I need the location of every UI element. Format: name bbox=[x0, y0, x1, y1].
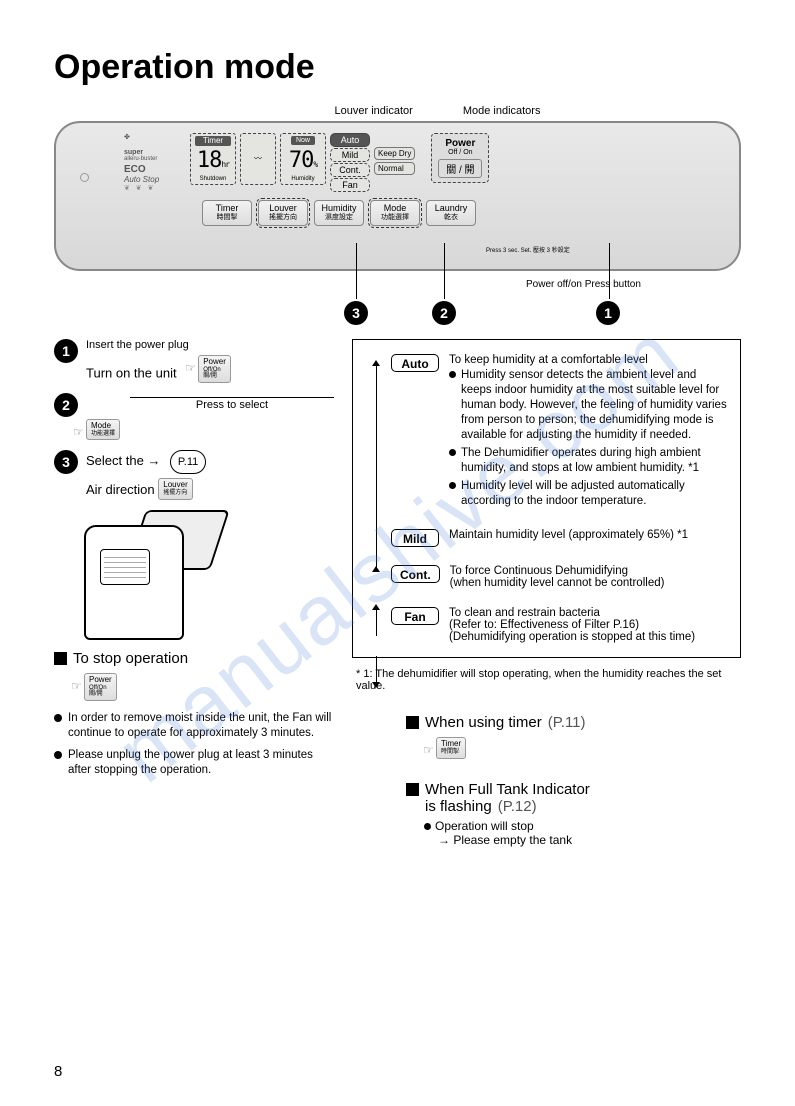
step-3-head2: Air direction bbox=[86, 482, 155, 497]
step-2: 2 Press to select ☞Mode功能選擇 bbox=[54, 393, 334, 440]
mode-cont-row: Cont. To force Continuous Dehumidifying … bbox=[391, 565, 728, 589]
finger-icon: ☞ bbox=[185, 362, 196, 375]
step-1-number: 1 bbox=[54, 339, 78, 363]
step-3: 3 Select the P.11 Air direction Louver搖擺… bbox=[54, 450, 334, 499]
finger-icon: ☞ bbox=[423, 744, 434, 757]
power-button[interactable]: Power Off / On 關 / 開 bbox=[431, 133, 489, 183]
laundry-note: Press 3 sec. Set. 壓按 3 秒設定 bbox=[486, 245, 570, 254]
mode-cont-head: To force Continuous Dehumidifying bbox=[450, 565, 728, 577]
callout-number-2: 2 bbox=[432, 301, 456, 325]
step-2-press-label: Press to select bbox=[130, 397, 334, 411]
mode-cont-chip: Cont. bbox=[391, 565, 440, 583]
lcd-mode-mild: Mild bbox=[330, 148, 370, 162]
mode-button[interactable]: Mode功能選擇 bbox=[370, 200, 420, 226]
mode-mild-row: Mild Maintain humidity level (approximat… bbox=[391, 529, 728, 547]
lcd-timer: Timer 18hr Shutdown bbox=[190, 133, 236, 185]
mode-explanation-box: Auto To keep humidity at a comfortable l… bbox=[352, 339, 741, 658]
eco-badge-block: ✤ super alleru-buster ECO Auto Stop ❦ ❦ … bbox=[124, 133, 184, 192]
laundry-button[interactable]: Laundry乾衣 bbox=[426, 200, 476, 226]
timer-page-ref: (P.11) bbox=[548, 714, 586, 731]
humidity-button[interactable]: Humidity濕度設定 bbox=[314, 200, 364, 226]
full-tank-b2: → Please empty the tank bbox=[438, 833, 572, 847]
mode-auto-row: Auto To keep humidity at a comfortable l… bbox=[391, 354, 728, 511]
louver-indicator-label: Louver indicator bbox=[335, 105, 413, 117]
mode-fan-desc2: (Dehumidifying operation is stopped at t… bbox=[449, 631, 728, 643]
power-button-callout: Power off/on Press button bbox=[526, 279, 641, 290]
step-3-number: 3 bbox=[54, 450, 78, 474]
timer-mini-btn: ☞Timer時間掣 bbox=[436, 737, 466, 758]
mode-cont-desc: (when humidity level cannot be controlle… bbox=[450, 577, 728, 589]
step-1: 1 Insert the power plug Turn on the unit… bbox=[54, 339, 334, 383]
timer-head: When using timer bbox=[425, 714, 542, 731]
stop-power-btn: ☞PowerOff/On關/開 bbox=[84, 673, 117, 701]
page-title: Operation mode bbox=[54, 48, 741, 87]
square-bullet-icon bbox=[406, 716, 419, 729]
full-tank-head2: is flashing bbox=[425, 798, 492, 815]
full-tank-head1: When Full Tank Indicator bbox=[425, 781, 590, 798]
mode-fan-row: Fan To clean and restrain bacteria (Refe… bbox=[391, 607, 728, 643]
finger-icon: ☞ bbox=[71, 680, 82, 693]
mode-fan-head: To clean and restrain bacteria bbox=[449, 607, 728, 619]
step-1-subhead: Insert the power plug bbox=[86, 339, 231, 351]
full-tank-page-ref: (P.12) bbox=[498, 798, 537, 815]
callout-number-1: 1 bbox=[596, 301, 620, 325]
control-panel-area: Louver indicator Mode indicators ✤ super… bbox=[54, 105, 741, 331]
lcd-keep-list: Keep Dry Normal bbox=[374, 147, 415, 192]
stop-bullet-2: Please unplug the power plug at least 3 … bbox=[54, 748, 334, 779]
step-2-number: 2 bbox=[54, 393, 78, 417]
mode-flow-arrows-icon bbox=[369, 354, 385, 643]
lcd-display: Timer 18hr Shutdown 〰 Now 70% Humidity A… bbox=[190, 133, 415, 192]
mode-auto-chip: Auto bbox=[391, 354, 439, 372]
step-2-mode-btn: ☞Mode功能選擇 bbox=[86, 419, 120, 440]
control-panel: ✤ super alleru-buster ECO Auto Stop ❦ ❦ … bbox=[54, 121, 741, 271]
louver-button[interactable]: Louver搖擺方向 bbox=[258, 200, 308, 226]
finger-icon: ☞ bbox=[73, 426, 84, 439]
step-3-louver-btn: Louver搖擺方向 bbox=[158, 478, 192, 499]
full-tank-b1: Operation will stop bbox=[435, 819, 534, 833]
bullet-icon bbox=[424, 823, 431, 830]
mode-auto-bullet-1: Humidity sensor detects the ambient leve… bbox=[449, 368, 728, 443]
mode-auto-head: To keep humidity at a comfortable level bbox=[449, 354, 728, 366]
mode-fan-chip: Fan bbox=[391, 607, 439, 625]
step-3-head: Select the bbox=[86, 453, 144, 468]
mode-auto-bullet-3: Humidity level will be adjusted automati… bbox=[449, 479, 728, 509]
mode-fan-desc1: (Refer to: Effectiveness of Filter P.16) bbox=[449, 619, 728, 631]
callout-number-3: 3 bbox=[344, 301, 368, 325]
square-bullet-icon bbox=[406, 783, 419, 796]
lcd-louver-icon: 〰 bbox=[240, 133, 276, 185]
mode-mild-chip: Mild bbox=[391, 529, 439, 547]
lcd-humidity: Now 70% Humidity bbox=[280, 133, 326, 185]
step-1-power-btn: ☞PowerOff/On關/開 bbox=[198, 355, 231, 383]
stop-bullet-1: In order to remove moist inside the unit… bbox=[54, 711, 334, 742]
stop-bullets: In order to remove moist inside the unit… bbox=[54, 711, 334, 779]
page-ref-p11: P.11 bbox=[170, 450, 206, 474]
lcd-normal: Normal bbox=[374, 162, 415, 175]
power-led-icon bbox=[80, 173, 89, 182]
lcd-keepdry: Keep Dry bbox=[374, 147, 415, 160]
page-number: 8 bbox=[54, 1063, 62, 1080]
lcd-mode-auto: Auto bbox=[330, 133, 370, 147]
device-illustration bbox=[84, 510, 224, 640]
mode-mild-desc: Maintain humidity level (approximately 6… bbox=[449, 529, 728, 541]
mode-auto-bullet-2: The Dehumidifier operates during high am… bbox=[449, 446, 728, 476]
square-bullet-icon bbox=[54, 652, 67, 665]
lcd-mode-cont: Cont. bbox=[330, 163, 370, 177]
mode-indicators-label: Mode indicators bbox=[463, 105, 541, 117]
timer-button[interactable]: Timer時間掣 bbox=[202, 200, 252, 226]
timer-section: When using timer (P.11) ☞Timer時間掣 bbox=[406, 714, 741, 758]
full-tank-section: When Full Tank Indicator is flashing (P.… bbox=[406, 781, 741, 847]
lcd-mode-fan: Fan bbox=[330, 178, 370, 192]
footnote: * 1: The dehumidifier will stop operatin… bbox=[356, 668, 737, 692]
stop-operation-header: To stop operation bbox=[54, 650, 334, 667]
step-1-head: Turn on the unit bbox=[86, 365, 177, 380]
lcd-mode-list: Auto Mild Cont. Fan bbox=[330, 133, 370, 192]
